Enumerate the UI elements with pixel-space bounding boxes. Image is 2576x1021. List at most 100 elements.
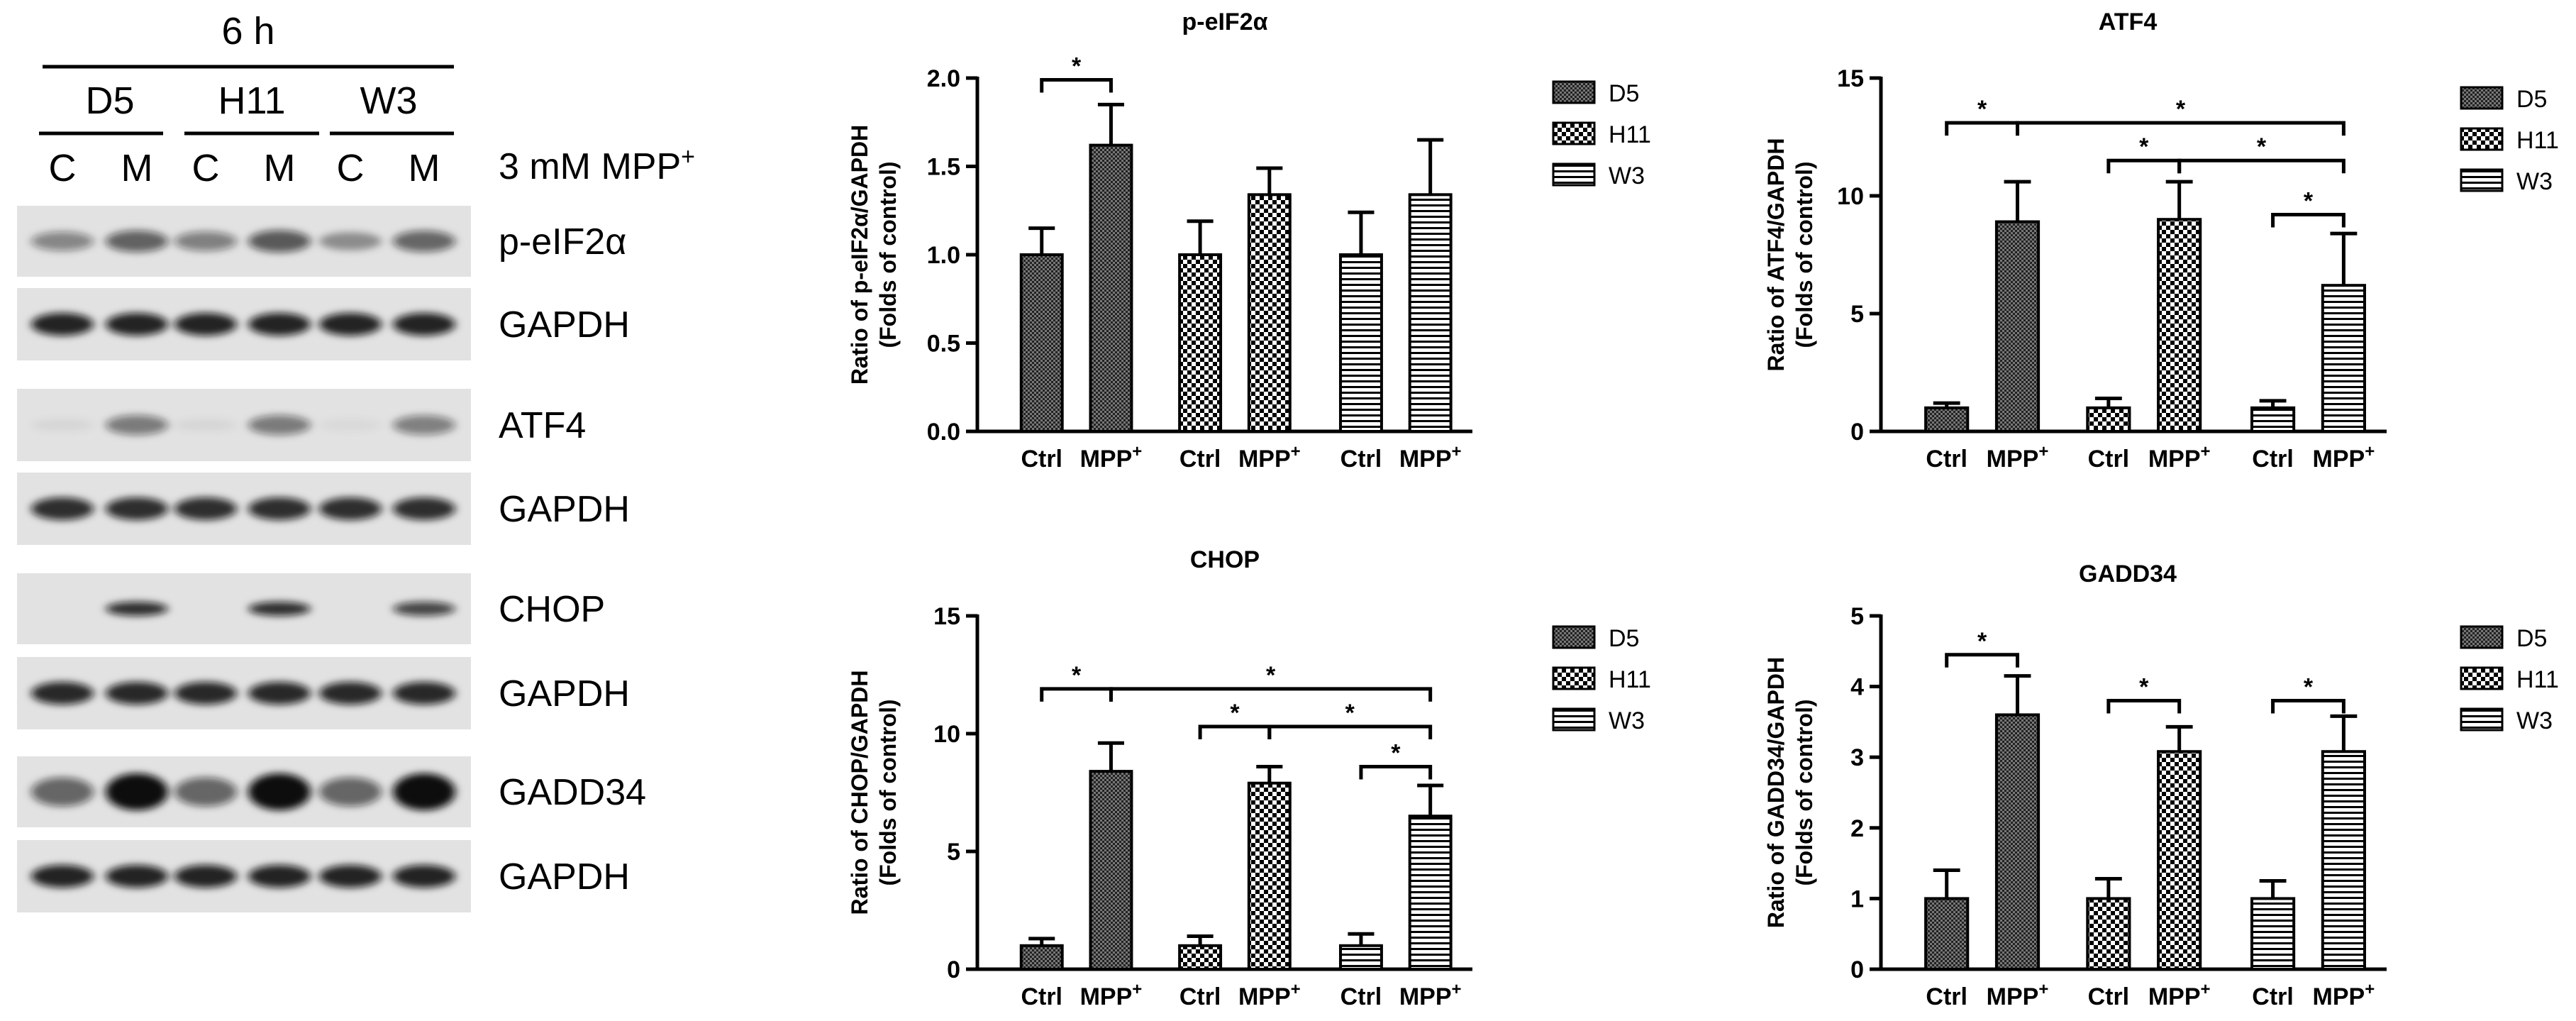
blot-row-atf4: ATF4	[17, 389, 586, 461]
blot-row-gapdh: GAPDH	[17, 657, 630, 729]
blot-band	[174, 313, 237, 336]
bar-w3	[1338, 944, 1383, 971]
x-tick-superscript: +	[1291, 980, 1301, 999]
y-tick-label: 1	[1850, 885, 1864, 912]
y-tick-label: 0	[947, 956, 960, 983]
x-tick-label: MPP+	[1238, 980, 1301, 1010]
x-tick-label: MPP+	[1238, 442, 1301, 473]
treatment-label-superscript: +	[681, 143, 695, 170]
bar-w3	[1408, 193, 1453, 433]
bar-h11	[1178, 944, 1223, 971]
significance-label: *	[1266, 662, 1276, 689]
blot-band	[174, 777, 237, 807]
x-tick-text: MPP	[1080, 446, 1133, 473]
x-tick-superscript: +	[1452, 442, 1462, 461]
bar-d5	[1994, 220, 2041, 433]
significance-label: *	[1072, 53, 1082, 79]
x-tick-label: MPP+	[1987, 442, 2049, 473]
blot-band	[393, 497, 455, 520]
x-tick-text: Ctrl	[1926, 983, 1967, 1010]
chart-title: ATF4	[2099, 9, 2158, 35]
x-tick-text: Ctrl	[2088, 983, 2130, 1010]
blot-band	[31, 497, 94, 520]
x-tick-superscript: +	[2365, 980, 2375, 999]
blot-band	[248, 497, 311, 520]
legend-swatch-h11	[1552, 666, 1596, 690]
legend-swatch-d5	[1552, 625, 1596, 649]
chart-p-eif2-: p-eIF2α Ratio of p-eIF2α/GAPDH (Folds of c…	[847, 9, 1651, 473]
blot-band	[106, 497, 168, 520]
blot-band	[31, 313, 94, 336]
x-tick-text: Ctrl	[1021, 446, 1062, 473]
y-axis-label-units: (Folds of control)	[1792, 699, 1817, 885]
blot-label: GADD34	[499, 772, 646, 813]
significance-bracket	[2177, 158, 2345, 174]
significance-bracket	[1198, 724, 1272, 740]
x-tick-label: Ctrl	[1340, 446, 1382, 473]
bar-h11	[2086, 406, 2131, 433]
legend-swatch-w3	[1552, 162, 1596, 187]
y-axis-label: Ratio of GADD34/GAPDH	[1763, 657, 1789, 928]
blot-band	[248, 230, 311, 253]
bar-w3	[2250, 406, 2296, 433]
y-tick-label: 5	[1850, 603, 1864, 630]
significance-bracket	[2106, 158, 2182, 174]
x-tick-label: Ctrl	[1340, 983, 1382, 1010]
lane-label: M	[121, 147, 153, 189]
significance-label: *	[1977, 628, 1987, 655]
blot-band	[174, 682, 237, 705]
y-axis-label-units: (Folds of control)	[1792, 161, 1817, 348]
blot-band	[248, 313, 311, 336]
blot-band	[248, 682, 311, 705]
x-tick-label: MPP+	[1399, 442, 1462, 473]
x-tick-label: Ctrl	[1926, 983, 1967, 1010]
legend-swatch-d5	[2460, 86, 2504, 110]
significance-bracket	[1109, 687, 1433, 702]
x-tick-label: Ctrl	[1179, 983, 1221, 1010]
blot-band	[31, 865, 94, 888]
x-tick-text: Ctrl	[1021, 983, 1062, 1010]
x-tick-text: MPP	[1399, 446, 1452, 473]
cell-line-d5: D5	[85, 79, 134, 122]
significance-label: *	[2304, 188, 2314, 215]
y-axis-label-units: (Folds of control)	[875, 699, 901, 885]
legend-swatch-h11	[2460, 127, 2504, 151]
legend-label: H11	[2516, 666, 2559, 693]
x-tick-text: Ctrl	[1179, 983, 1221, 1010]
significance-label: *	[2139, 674, 2149, 701]
blot-band	[106, 230, 168, 253]
blot-band	[319, 232, 382, 250]
blot-band	[106, 865, 168, 888]
chart-title: GADD34	[2079, 561, 2177, 587]
blot-band	[393, 415, 455, 435]
x-tick-superscript: +	[2201, 442, 2211, 461]
blot-label: GAPDH	[499, 304, 630, 346]
y-axis-label-units: (Folds of control)	[875, 161, 901, 348]
x-tick-superscript: +	[1132, 980, 1142, 999]
blot-band	[319, 497, 382, 520]
blot-row-gadd34: GADD34	[17, 756, 646, 827]
chart-title: p-eIF2α	[1182, 9, 1267, 35]
y-tick-label: 1.5	[927, 154, 960, 181]
chart-gadd34: GADD34 Ratio of GADD34/GAPDH (Folds of con…	[1763, 561, 2559, 1010]
significance-label: *	[1230, 700, 1240, 727]
x-tick-label: MPP+	[1080, 442, 1143, 473]
x-tick-text: MPP	[1238, 983, 1291, 1010]
blot-band	[319, 777, 382, 807]
blot-band	[319, 865, 382, 888]
y-tick-label: 10	[933, 721, 960, 748]
x-tick-label: MPP+	[2148, 442, 2211, 473]
significance-bracket	[1040, 687, 1113, 702]
blot-band	[319, 682, 382, 705]
chart-title: CHOP	[1190, 546, 1260, 573]
blot-band	[31, 777, 94, 807]
bar-d5	[1924, 897, 1970, 971]
legend-swatch-h11	[1552, 121, 1596, 145]
legend-swatch-w3	[2460, 707, 2504, 732]
blot-band	[393, 231, 455, 252]
x-tick-label: Ctrl	[2252, 983, 2294, 1010]
x-tick-superscript: +	[2038, 442, 2048, 461]
bar-h11	[2157, 750, 2202, 971]
